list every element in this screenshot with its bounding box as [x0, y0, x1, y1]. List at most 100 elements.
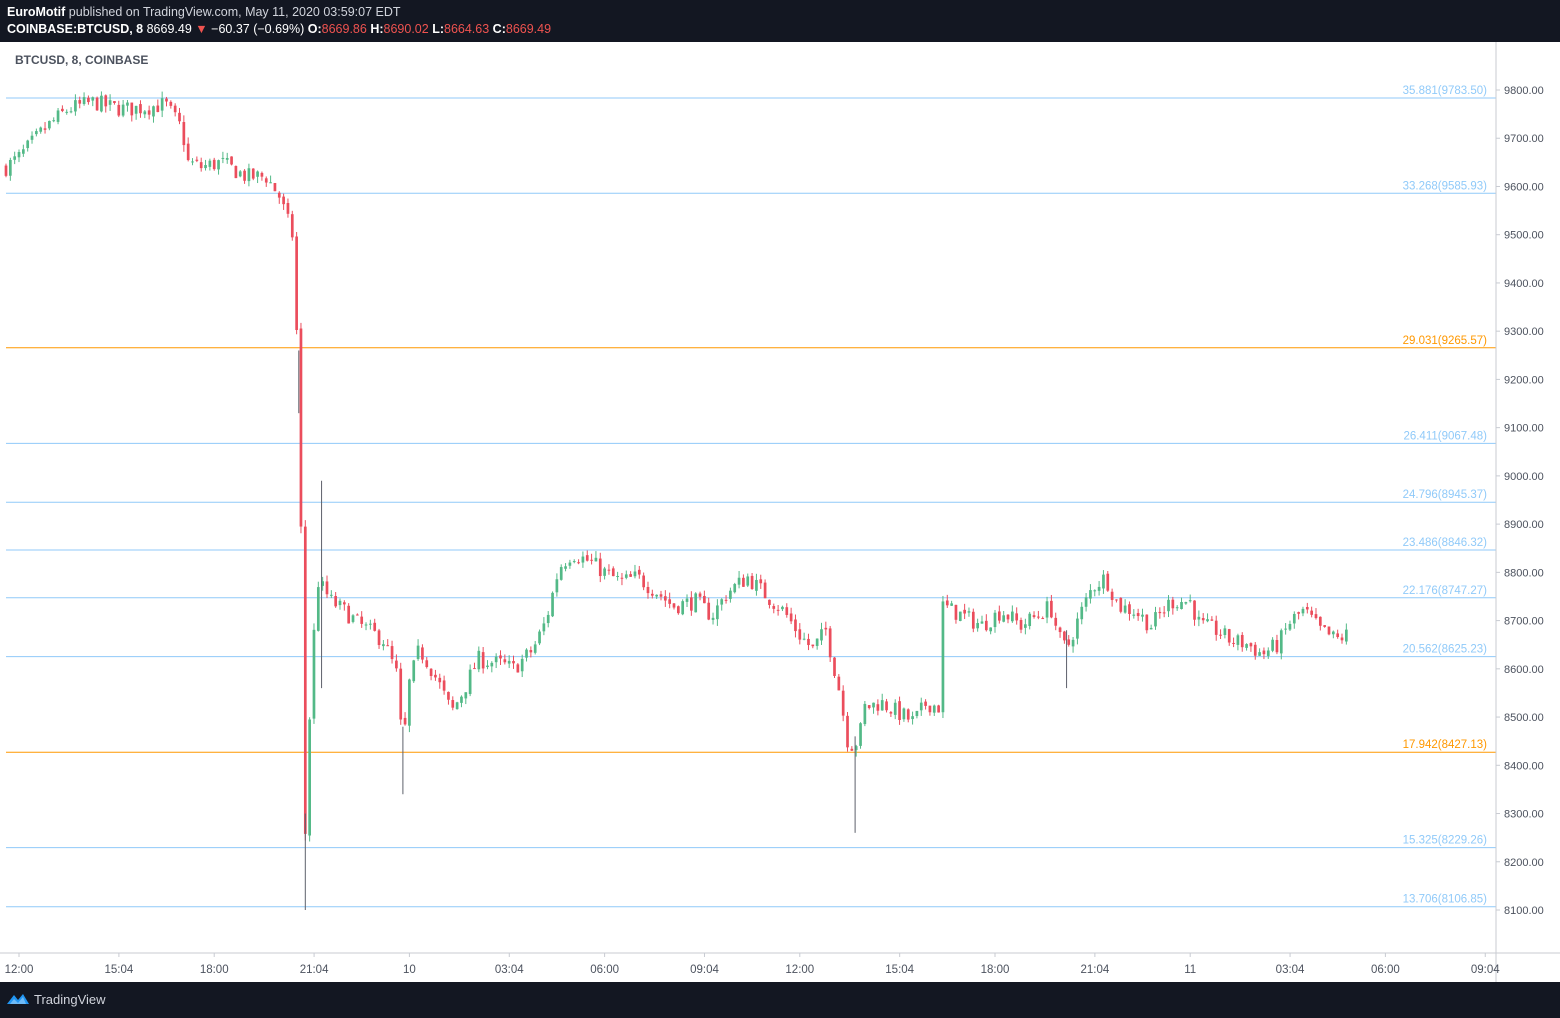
candle-down: [1253, 644, 1257, 656]
candle-down: [360, 616, 364, 624]
candle-up: [880, 700, 884, 711]
candle-down: [290, 214, 294, 238]
candle-down: [499, 655, 502, 659]
price-tick-label: 9500.00: [1504, 230, 1544, 242]
candle-up: [143, 111, 147, 115]
candle-up: [134, 105, 138, 114]
candle-down: [251, 168, 255, 179]
open-value: 8669.86: [321, 22, 367, 36]
candle-up: [993, 612, 997, 628]
candle-up: [1141, 614, 1144, 617]
candle-up: [256, 171, 259, 177]
candle-down: [243, 170, 246, 181]
candle-down: [61, 108, 64, 112]
time-tick-label: 18:00: [200, 964, 229, 976]
time-tick-label: 03:04: [1276, 964, 1305, 976]
candle-down: [1106, 573, 1110, 591]
candle-down: [1201, 618, 1205, 621]
candle-down: [1158, 611, 1162, 614]
candle-up: [382, 644, 385, 647]
candle-down: [659, 594, 663, 597]
price-tick-label: 8500.00: [1504, 712, 1544, 724]
fib-levels: 35.881(9783.50) 33.268(9585.93) 29.031(926…: [6, 85, 1496, 908]
publish-info: EuroMotif published on TradingView.com, …: [7, 5, 401, 19]
candle-up: [711, 617, 715, 620]
candle-up: [1236, 635, 1240, 645]
candle-down: [672, 603, 676, 608]
candle-up: [655, 594, 658, 597]
candle-up: [269, 182, 272, 184]
candle-up: [520, 658, 524, 672]
candle-down: [147, 110, 151, 115]
candle-down: [889, 712, 893, 714]
candle-up: [919, 702, 923, 711]
candle-down: [403, 717, 407, 725]
candle-up: [204, 165, 207, 169]
time-tick-label: 06:00: [590, 964, 619, 976]
candle-up: [507, 660, 511, 664]
candle-up: [820, 629, 823, 641]
candle-down: [295, 236, 298, 331]
candle-up: [1167, 599, 1170, 612]
candle-up: [69, 111, 73, 113]
candle-down: [824, 627, 828, 630]
candle-down: [607, 569, 611, 571]
candle-up: [121, 104, 125, 116]
tradingview-logo-icon[interactable]: [6, 991, 30, 1007]
candle-down: [373, 622, 377, 631]
fib-level-label: 29.031(9265.57): [1403, 335, 1488, 347]
candle-down: [481, 652, 485, 669]
candle-down: [264, 178, 268, 183]
price-tick-label: 8700.00: [1504, 616, 1544, 628]
candle-up: [1028, 613, 1032, 627]
candle-up: [546, 614, 550, 624]
candle-up: [1331, 631, 1335, 635]
candle-up: [1245, 644, 1248, 648]
candle-up: [221, 157, 225, 159]
candle-down: [785, 607, 789, 615]
fib-level-label: 13.706(8106.85): [1403, 894, 1488, 906]
candle-up: [30, 135, 34, 140]
candle-down: [1305, 607, 1309, 610]
candle-down: [750, 575, 754, 589]
candle-up: [681, 601, 685, 615]
candle-down: [434, 674, 437, 678]
candle-down: [937, 705, 940, 713]
price-tick-label: 9600.00: [1504, 181, 1544, 193]
candle-down: [585, 555, 589, 561]
candle-up: [746, 576, 750, 586]
candle-down: [1032, 615, 1036, 618]
time-axis[interactable]: 12:00 15:04 18:00 21:04 10 03:04 06:00 09:04 12:…: [5, 953, 1501, 976]
candle-down: [837, 676, 841, 691]
candle-down: [395, 660, 398, 669]
candle-down: [303, 526, 307, 834]
candle-down: [867, 705, 871, 709]
candle-up: [989, 627, 993, 632]
candlestick-chart[interactable]: BTCUSD, 8, COINBASE 35.881(9783.50) 33.26…: [0, 42, 1560, 982]
price-axis[interactable]: 8100.00 8200.00 8300.00 8400.00 8500.00 8600.…: [1496, 85, 1544, 917]
candle-up: [902, 708, 906, 720]
candle-down: [924, 701, 927, 706]
time-tick-label: 21:04: [1080, 964, 1109, 976]
candle-up: [755, 579, 758, 591]
close-value: 8669.49: [505, 22, 552, 36]
candle-up: [624, 574, 628, 578]
candle-up: [412, 660, 416, 682]
price-tick-label: 9100.00: [1504, 423, 1544, 435]
candle-down: [646, 586, 650, 594]
tradingview-brand[interactable]: TradingView: [34, 992, 106, 1007]
author-name[interactable]: EuroMotif: [7, 5, 66, 19]
chart-area[interactable]: BTCUSD, 8, COINBASE 35.881(9783.50) 33.26…: [0, 42, 1560, 982]
candle-up: [1345, 629, 1348, 642]
candle-down: [165, 98, 168, 102]
candle-up: [126, 102, 129, 106]
candle-up: [494, 656, 498, 663]
candle-down: [776, 609, 780, 611]
candle-down: [1297, 612, 1300, 614]
candle-down: [390, 646, 394, 660]
candle-down: [78, 100, 82, 104]
candle-up: [1132, 614, 1136, 616]
candle-up: [1175, 607, 1179, 609]
candle-up: [160, 98, 164, 111]
candle-up: [967, 611, 971, 613]
